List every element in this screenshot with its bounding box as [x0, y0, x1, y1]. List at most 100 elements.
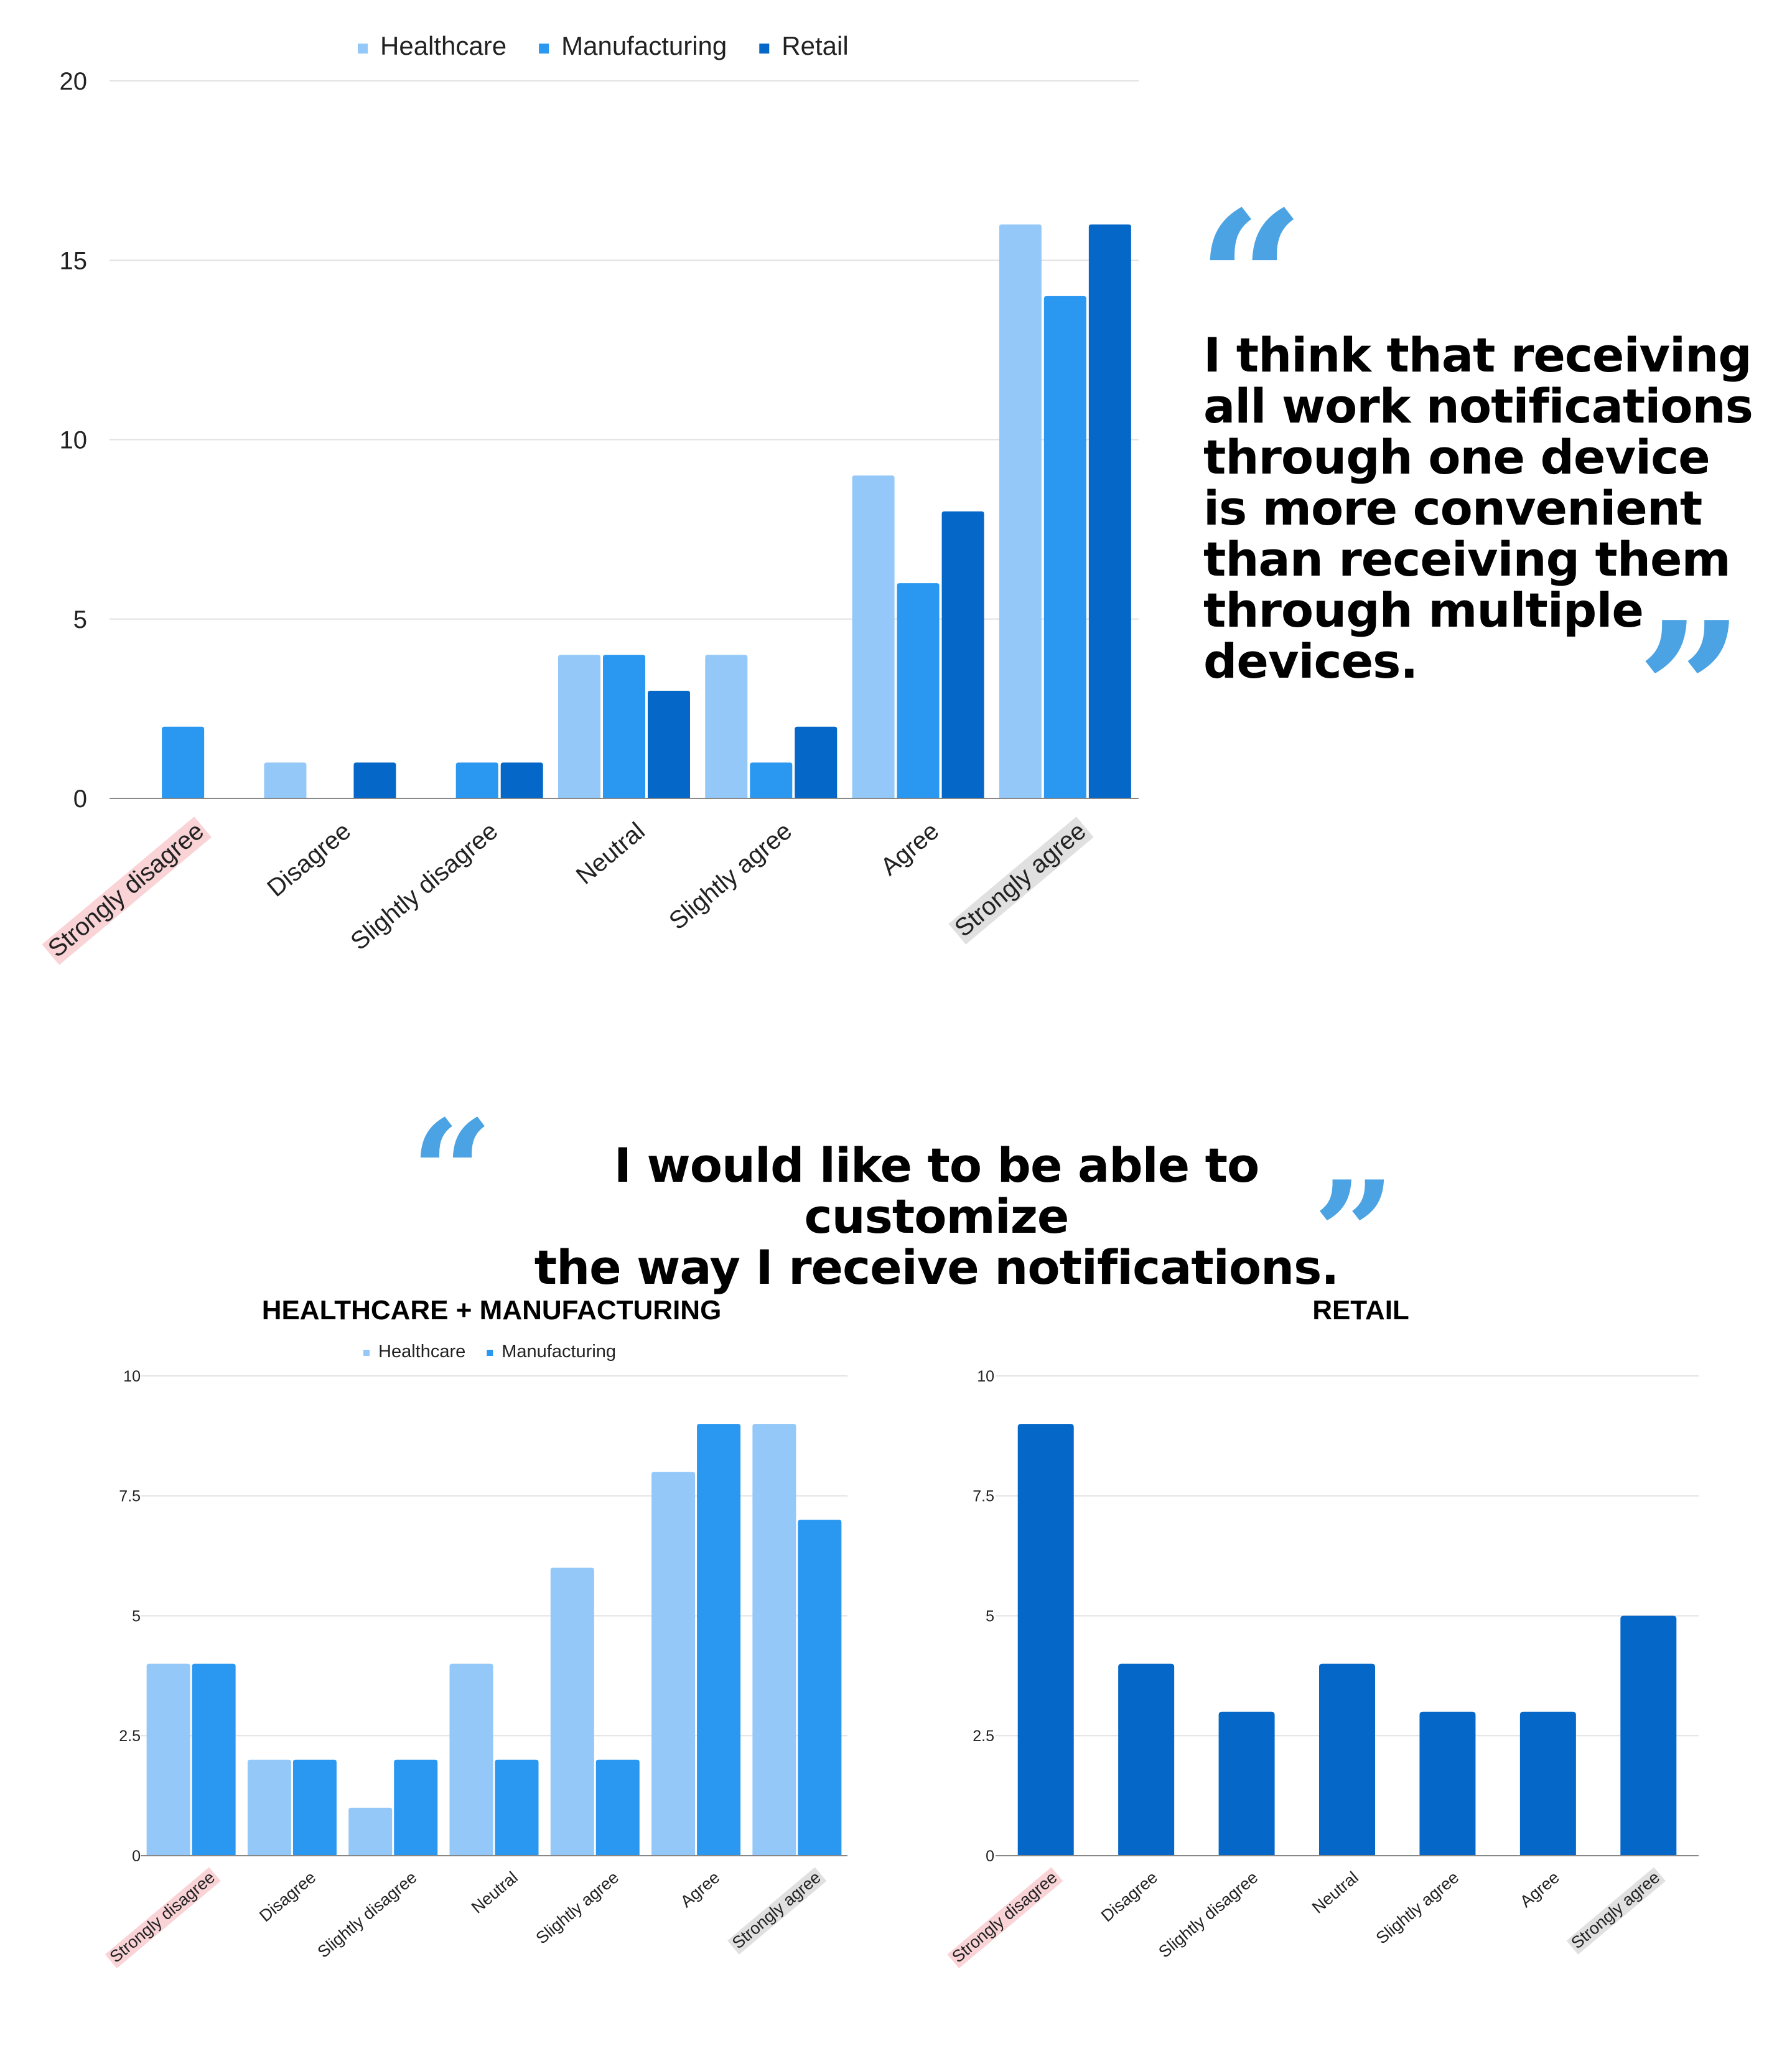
- bar-healthcare-disagree: [264, 762, 307, 798]
- chart-retail: RETAIL 0 2.5 5 7.5 10 Strongly disagree Disagre…: [947, 1295, 1699, 1969]
- x-tick-label: Strongly disagree: [43, 817, 209, 963]
- y-tick-label: 7.5: [973, 1488, 994, 1505]
- bar-strongly-disagree: [1017, 1424, 1074, 1856]
- x-tick-slightly-agree: Slightly agree: [533, 1868, 623, 1948]
- bar-manufacturing-strongly-disagree: [192, 1663, 236, 1856]
- x-tick-strongly-disagree: Strongly disagree: [947, 1867, 1063, 1969]
- x-tick-slightly-agree: Slightly agree: [1373, 1868, 1463, 1948]
- bar-agree: [1519, 1711, 1576, 1856]
- bar-manufacturing-slightly-agree: [595, 1759, 640, 1856]
- bar-healthcare-disagree: [247, 1759, 291, 1856]
- chart-title: RETAIL: [1312, 1295, 1409, 1325]
- x-tick-highlight: [105, 1867, 221, 1969]
- x-tick-neutral: Neutral: [1309, 1868, 1362, 1917]
- bar-slightly-disagree: [1218, 1711, 1275, 1856]
- x-tick-strongly-disagree: Strongly disagree: [42, 816, 212, 965]
- bar-healthcare-slightly-disagree: [348, 1807, 393, 1856]
- y-tick-label: 7.5: [119, 1488, 141, 1505]
- x-tick-disagree: Disagree: [1098, 1868, 1161, 1925]
- bar-retail-slightly-disagree: [500, 762, 543, 798]
- x-tick-label: Strongly agree: [1567, 1868, 1663, 1953]
- x-tick-strongly-agree: Strongly agree: [1566, 1867, 1666, 1955]
- x-tick-highlight: [947, 1867, 1063, 1969]
- x-tick-slightly-disagree: Slightly disagree: [314, 1868, 421, 1961]
- legend-label-manufacturing: Manufacturing: [502, 1342, 616, 1362]
- chart-title: HEALTHCARE + MANUFACTURING: [262, 1295, 722, 1325]
- open-quote-icon: “: [411, 1089, 493, 1257]
- legend-label-healthcare: Healthcare: [380, 31, 506, 60]
- bar-manufacturing-agree: [897, 583, 940, 798]
- legend-label-healthcare: Healthcare: [378, 1342, 465, 1362]
- legend-label-retail: Retail: [782, 31, 848, 60]
- y-tick-label: 5: [986, 1607, 994, 1625]
- bar-retail-agree: [941, 511, 984, 798]
- x-tick-label: Slightly disagree: [345, 817, 503, 955]
- x-tick-agree: Agree: [1516, 1868, 1562, 1911]
- bar-strongly-agree: [1620, 1615, 1677, 1856]
- y-tick-label: 5: [132, 1607, 141, 1625]
- y-tick-label: 5: [73, 606, 87, 633]
- bar-healthcare-agree: [852, 475, 895, 798]
- x-tick-strongly-agree: Strongly agree: [948, 816, 1094, 945]
- y-tick-label: 10: [977, 1368, 994, 1385]
- bar-retail-disagree: [353, 762, 396, 798]
- bar-slightly-agree: [1419, 1711, 1476, 1856]
- quote-customize-line1: I would like to be able to customize: [614, 1138, 1259, 1244]
- x-tick-label: Neutral: [571, 817, 650, 890]
- bar-healthcare-agree: [651, 1472, 696, 1856]
- y-tick-label: 20: [60, 68, 88, 95]
- y-tick-label: 2.5: [973, 1727, 994, 1745]
- x-tick-label: Neutral: [1309, 1868, 1362, 1917]
- open-quote-icon: “: [1197, 170, 1305, 390]
- x-tick-disagree: Disagree: [262, 817, 356, 902]
- bar-retail-slightly-agree: [795, 726, 838, 798]
- y-tick-label: 0: [986, 1848, 994, 1865]
- x-tick-label: Slightly agree: [533, 1868, 623, 1948]
- x-tick-neutral: Neutral: [571, 817, 650, 890]
- legend-swatch-retail: [759, 44, 770, 54]
- y-tick-label: 2.5: [119, 1727, 141, 1745]
- bar-disagree: [1118, 1663, 1175, 1856]
- x-tick-agree: Agree: [677, 1868, 723, 1911]
- bar-manufacturing-agree: [697, 1424, 741, 1856]
- x-tick-highlight: [948, 816, 1094, 945]
- legend-swatch-healthcare: [358, 44, 368, 54]
- x-tick-neutral: Neutral: [468, 1868, 521, 1917]
- chart-healthcare-manufacturing: HEALTHCARE + MANUFACTURING Healthcare Manu…: [105, 1295, 847, 1969]
- bar-manufacturing-slightly-disagree: [394, 1759, 438, 1856]
- bar-manufacturing-strongly-disagree: [162, 726, 205, 798]
- legend-label-manufacturing: Manufacturing: [561, 31, 727, 60]
- x-tick-agree: Agree: [875, 817, 944, 881]
- x-tick-label: Slightly disagree: [314, 1868, 421, 1961]
- legend-swatch-manufacturing: [539, 44, 549, 54]
- x-tick-strongly-disagree: Strongly disagree: [105, 1867, 221, 1969]
- x-tick-strongly-agree: Strongly agree: [727, 1867, 827, 1955]
- x-tick-label: Agree: [1516, 1868, 1562, 1911]
- bar-retail-neutral: [648, 691, 690, 798]
- x-tick-slightly-disagree: Slightly disagree: [345, 817, 503, 955]
- bar-manufacturing-slightly-agree: [750, 762, 793, 798]
- x-tick-label: Disagree: [256, 1868, 319, 1925]
- bar-healthcare-strongly-disagree: [146, 1663, 190, 1856]
- y-tick-label: 15: [60, 247, 88, 274]
- bar-healthcare-neutral: [558, 655, 600, 798]
- x-tick-label: Slightly disagree: [1155, 1868, 1261, 1961]
- x-tick-label: Strongly disagree: [948, 1868, 1060, 1966]
- x-tick-highlight: [727, 1867, 827, 1955]
- quote-customize-line2: the way I receive notifications.: [534, 1240, 1340, 1295]
- x-tick-label: Disagree: [1098, 1868, 1161, 1925]
- bar-manufacturing-neutral: [603, 655, 645, 798]
- x-tick-label: Strongly agree: [950, 817, 1091, 942]
- quote-customize: I would like to be able to customize the…: [485, 1140, 1388, 1293]
- bar-healthcare-slightly-agree: [550, 1568, 594, 1856]
- bar-healthcare-neutral: [449, 1663, 493, 1856]
- legend-swatch-manufacturing: [487, 1350, 493, 1356]
- y-tick-label: 10: [123, 1368, 141, 1385]
- chart-all-industries: Healthcare Manufacturing Retail 0 5 10 15 20 Str…: [42, 31, 1139, 965]
- x-tick-slightly-agree: Slightly agree: [664, 817, 797, 935]
- x-tick-disagree: Disagree: [256, 1868, 319, 1925]
- bar-manufacturing-slightly-disagree: [455, 762, 498, 798]
- bar-healthcare-strongly-agree: [752, 1424, 796, 1856]
- legend-swatch-healthcare: [363, 1350, 370, 1356]
- bar-healthcare-slightly-agree: [705, 655, 748, 798]
